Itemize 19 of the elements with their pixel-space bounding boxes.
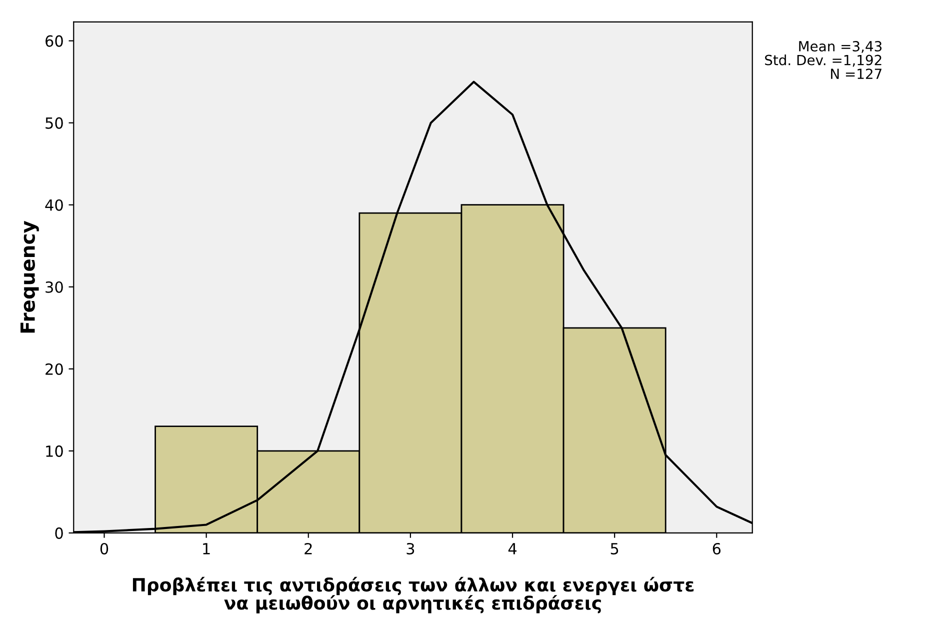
x-axis-title: Προβλέπει τις αντιδράσεις των άλλων και ενεργει ώστε να μειωθούν οι αρνητικές επιδράσεις xyxy=(132,576,694,614)
y-tick-label: 60 xyxy=(46,35,63,47)
text: Mean =3,43 xyxy=(799,41,882,53)
x-tick-label: 1 xyxy=(203,543,210,554)
text: Std. Dev. =1,192 xyxy=(765,54,882,67)
x-tick-label: 6 xyxy=(712,542,721,554)
x-tick-label: 5 xyxy=(610,543,618,554)
y-tick-label: 50 xyxy=(46,117,63,129)
x-tick-label: 3 xyxy=(406,542,414,554)
y-tick-label: 10 xyxy=(46,445,63,457)
y-tick-label: 30 xyxy=(46,281,63,293)
y-axis-title: Frequency xyxy=(20,220,39,333)
x-tick-label: 0 xyxy=(100,542,108,554)
y-tick-label: 40 xyxy=(45,199,63,211)
text: N =127 xyxy=(831,68,882,79)
x-tick-label: 4 xyxy=(508,543,517,554)
y-tick-label: 0 xyxy=(55,527,63,539)
x-tick-label: 2 xyxy=(304,542,312,554)
y-tick-label: 20 xyxy=(46,363,63,375)
